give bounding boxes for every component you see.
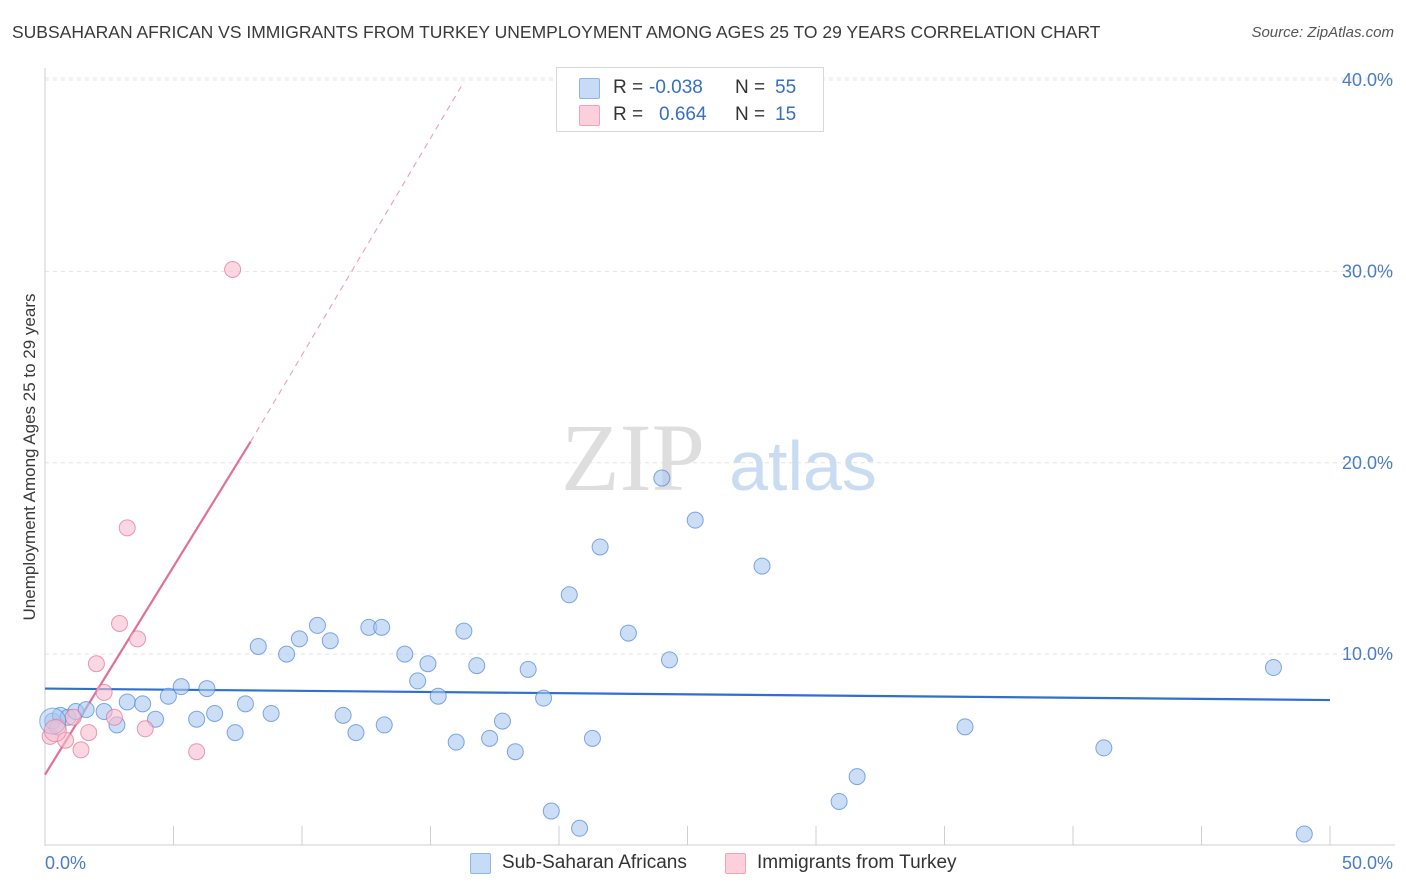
point-subsaharan	[409, 672, 427, 690]
point-turkey	[111, 615, 129, 633]
point-subsaharan	[1264, 659, 1282, 677]
point-subsaharan	[134, 695, 152, 713]
correlation-legend: R = -0.038 N = 55 R = 0.664 N = 15	[556, 67, 824, 132]
legend-label: Sub-Saharan Africans	[502, 852, 687, 873]
n-label: N =	[735, 77, 766, 98]
point-turkey	[64, 708, 82, 726]
point-subsaharan	[956, 718, 974, 736]
trend-line-subsaharan	[44, 687, 1331, 702]
point-subsaharan	[571, 819, 589, 837]
point-subsaharan	[347, 724, 365, 742]
point-subsaharan	[535, 689, 553, 707]
point-subsaharan	[583, 729, 601, 747]
point-subsaharan	[1295, 825, 1313, 843]
point-subsaharan	[118, 693, 136, 711]
point-subsaharan	[519, 660, 537, 678]
legend-swatch-blue	[470, 853, 491, 874]
point-subsaharan	[830, 792, 848, 810]
r-value: 0.664	[659, 104, 707, 125]
point-subsaharan	[686, 511, 704, 529]
point-subsaharan	[249, 637, 267, 655]
axis-labels: 10.0% 20.0% 30.0% 40.0% 0.0% 50.0% Unemploymen…	[20, 70, 1393, 873]
gridlines	[45, 77, 1395, 655]
chart-title: SUBSAHARAN AFRICAN VS IMMIGRANTS FROM TU…	[12, 22, 1101, 42]
data-points	[39, 260, 1313, 843]
point-turkey	[72, 741, 90, 759]
n-value: 15	[775, 104, 797, 125]
axes	[44, 68, 1395, 846]
point-subsaharan	[468, 657, 486, 675]
point-subsaharan	[493, 712, 511, 730]
point-subsaharan	[334, 706, 352, 724]
n-value: 55	[775, 77, 797, 98]
point-turkey	[224, 260, 242, 278]
source-credit: Source: ZipAtlas.com	[1251, 24, 1394, 41]
point-subsaharan	[591, 538, 609, 556]
point-subsaharan	[481, 729, 499, 747]
trend-line-turkey-extension	[250, 81, 465, 443]
point-subsaharan	[262, 704, 280, 722]
point-subsaharan	[159, 687, 177, 705]
legend-swatch-pink	[579, 105, 600, 126]
point-subsaharan	[321, 632, 339, 650]
point-subsaharan	[236, 695, 254, 713]
point-subsaharan	[447, 733, 465, 751]
r-label: R =	[613, 104, 644, 125]
point-turkey	[105, 708, 123, 726]
point-subsaharan	[506, 743, 524, 761]
y-tick-label: 10.0%	[1342, 644, 1393, 664]
point-subsaharan	[278, 645, 296, 663]
y-tick-label: 20.0%	[1342, 453, 1393, 473]
point-subsaharan	[429, 687, 447, 705]
point-subsaharan	[455, 622, 473, 640]
watermark: ZIP atlas	[561, 404, 877, 511]
watermark-zip: ZIP	[561, 404, 705, 511]
point-subsaharan	[375, 716, 393, 734]
point-subsaharan	[373, 618, 391, 636]
n-label: N =	[735, 104, 766, 125]
point-subsaharan	[419, 655, 437, 673]
point-subsaharan	[1095, 739, 1113, 757]
point-subsaharan	[848, 768, 866, 786]
legend-label: Immigrants from Turkey	[757, 852, 957, 873]
point-subsaharan	[653, 469, 671, 487]
point-subsaharan	[172, 678, 190, 696]
r-value: -0.038	[649, 77, 703, 98]
x-tick-label: 0.0%	[45, 853, 86, 873]
point-turkey	[80, 724, 98, 742]
point-turkey-cluster	[43, 719, 67, 743]
point-subsaharan	[77, 701, 95, 719]
y-tick-label: 40.0%	[1342, 70, 1393, 90]
point-subsaharan	[396, 645, 414, 663]
point-subsaharan	[308, 616, 326, 634]
point-subsaharan	[198, 680, 216, 698]
point-subsaharan	[290, 630, 308, 648]
point-subsaharan	[661, 651, 679, 669]
point-subsaharan	[226, 724, 244, 742]
point-turkey	[188, 743, 206, 761]
x-tick-label: 50.0%	[1342, 853, 1393, 873]
point-subsaharan	[753, 557, 771, 575]
point-subsaharan	[619, 624, 637, 642]
point-subsaharan	[206, 704, 224, 722]
point-turkey	[95, 683, 113, 701]
point-subsaharan	[188, 710, 206, 728]
point-turkey	[87, 655, 105, 673]
legend-swatch-pink	[725, 853, 746, 874]
r-label: R =	[613, 77, 644, 98]
point-turkey	[129, 630, 147, 648]
watermark-atlas: atlas	[729, 427, 877, 505]
point-turkey	[136, 720, 154, 738]
y-tick-label: 30.0%	[1342, 261, 1393, 281]
point-subsaharan	[542, 802, 560, 820]
point-subsaharan	[560, 586, 578, 604]
point-turkey	[118, 519, 136, 537]
y-axis-label: Unemployment Among Ages 25 to 29 years	[20, 294, 39, 621]
legend-swatch-blue	[579, 78, 600, 99]
